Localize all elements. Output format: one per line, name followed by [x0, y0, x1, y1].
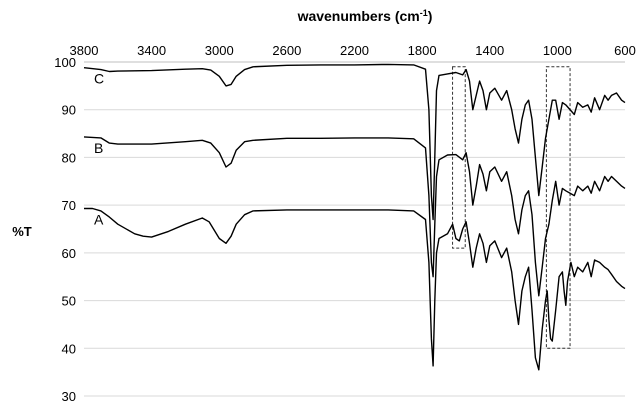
- series-label-b: B: [94, 140, 103, 156]
- x-tick-label: 1800: [408, 43, 437, 58]
- x-axis-title: wavenumbers (cm-1): [297, 8, 433, 24]
- x-tick-label: 600: [614, 43, 636, 58]
- y-tick-labels: 30 40 50 60 70 80 90 100: [54, 55, 76, 404]
- series-line-b: [83, 136, 626, 297]
- x-tick-label: 3000: [205, 43, 234, 58]
- x-tick-label: 2600: [272, 43, 301, 58]
- x-tick-label: 1000: [543, 43, 572, 58]
- y-tick-label: 60: [62, 246, 76, 261]
- y-tick-label: 80: [62, 150, 76, 165]
- series-line-c: [83, 63, 626, 221]
- y-tick-label: 50: [62, 294, 76, 309]
- y-tick-label: 70: [62, 198, 76, 213]
- x-tick-label: 2200: [340, 43, 369, 58]
- y-tick-label: 40: [62, 341, 76, 356]
- series-labels: C B A: [94, 71, 104, 228]
- y-axis-title: %T: [12, 224, 32, 239]
- x-tick-label: 3400: [137, 43, 166, 58]
- y-tick-label: 90: [62, 103, 76, 118]
- series-label-a: A: [94, 211, 104, 227]
- x-tick-label: 3800: [70, 43, 99, 58]
- series-label-c: C: [94, 71, 104, 87]
- series-line-a: [84, 207, 626, 371]
- spectra: [83, 63, 626, 371]
- x-tick-labels: 3800 3400 3000 2600 2200 1800 1400 1000 600: [70, 43, 636, 58]
- highlight-box: [452, 66, 466, 249]
- gridlines: [84, 61, 625, 397]
- highlight-box: [545, 66, 571, 349]
- y-tick-label: 30: [62, 389, 76, 402]
- x-tick-label: 1400: [475, 43, 504, 58]
- highlight-boxes: [452, 66, 571, 349]
- y-tick-label: 100: [54, 55, 76, 70]
